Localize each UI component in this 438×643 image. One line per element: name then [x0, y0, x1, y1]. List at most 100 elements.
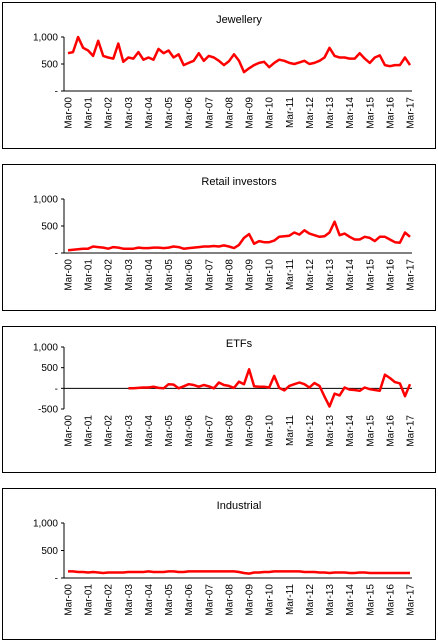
x-tick-label: Mar-04 — [144, 97, 155, 129]
x-tick-label: Mar-12 — [305, 97, 316, 129]
x-tick-label: Mar-12 — [305, 415, 316, 447]
y-tick-label: 1,000 — [33, 519, 58, 530]
y-tick-label: - — [55, 87, 58, 98]
x-tick-label: Mar-13 — [325, 584, 336, 616]
x-tick-label: Mar-17 — [406, 259, 417, 291]
x-tick-label: Mar-08 — [224, 97, 235, 129]
x-tick-label: Mar-10 — [265, 259, 276, 291]
y-tick-label: - — [55, 574, 58, 585]
x-tick-label: Mar-01 — [84, 584, 95, 616]
x-tick-label: Mar-08 — [224, 259, 235, 291]
chart-panel: Retail investors - 500 1,000 Mar-00 Mar-01 Mar… — [2, 164, 436, 311]
x-tick-label: Mar-17 — [406, 584, 417, 616]
data-line — [68, 570, 410, 575]
chart-panel: Jewellery - 500 1,000 Mar-00 Mar-01 Mar-02 Mar-… — [2, 2, 436, 149]
x-tick-label: Mar-11 — [285, 584, 296, 615]
chart-title: Industrial — [217, 500, 262, 512]
x-tick-label: Mar-07 — [204, 97, 215, 129]
y-tick-label: - — [55, 384, 58, 395]
x-tick-label: Mar-08 — [224, 415, 235, 447]
x-tick-label: Mar-09 — [245, 97, 256, 129]
panel-border — [2, 2, 436, 149]
x-tick-label: Mar-05 — [164, 97, 175, 129]
x-tick-label: Mar-15 — [365, 259, 376, 291]
y-tick-label: 500 — [41, 363, 58, 374]
x-tick-label: Mar-05 — [164, 584, 175, 616]
x-tick-label: Mar-10 — [265, 584, 276, 616]
x-tick-label: Mar-02 — [104, 415, 115, 447]
x-tick-label: Mar-05 — [164, 259, 175, 291]
x-tick-label: Mar-11 — [285, 415, 296, 446]
x-tick-label: Mar-08 — [224, 584, 235, 616]
data-line — [128, 368, 412, 408]
x-tick-label: Mar-14 — [345, 259, 356, 291]
x-tick-label: Mar-17 — [406, 97, 417, 129]
x-tick-label: Mar-13 — [325, 415, 336, 447]
y-tick-label: 500 — [41, 222, 58, 233]
panel-border — [2, 164, 436, 311]
x-tick-label: Mar-14 — [345, 415, 356, 447]
chart-title: ETFs — [226, 338, 253, 350]
x-tick-label: Mar-03 — [124, 97, 135, 129]
x-tick-label: Mar-00 — [64, 415, 75, 447]
x-tick-label: Mar-15 — [365, 584, 376, 616]
x-tick-label: Mar-03 — [124, 259, 135, 291]
data-line — [67, 220, 411, 252]
y-tick-label: 1,000 — [33, 343, 58, 354]
x-tick-label: Mar-17 — [406, 415, 417, 447]
x-tick-label: Mar-14 — [345, 97, 356, 129]
panel-border — [2, 326, 436, 473]
x-tick-label: Mar-16 — [385, 259, 396, 291]
x-tick-label: Mar-00 — [64, 259, 75, 291]
x-tick-label: Mar-06 — [184, 584, 195, 616]
x-tick-label: Mar-03 — [124, 415, 135, 447]
x-tick-label: Mar-12 — [305, 259, 316, 291]
y-tick-label: 1,000 — [33, 195, 58, 206]
x-tick-label: Mar-09 — [245, 415, 256, 447]
x-tick-label: Mar-06 — [184, 259, 195, 291]
x-tick-label: Mar-16 — [385, 584, 396, 616]
chart-panel: Industrial - 500 1,000 Mar-00 Mar-01 Mar-02 Mar… — [2, 488, 436, 640]
x-tick-label: Mar-07 — [204, 415, 215, 447]
x-tick-label: Mar-03 — [124, 584, 135, 616]
x-tick-label: Mar-13 — [325, 259, 336, 291]
x-tick-label: Mar-16 — [385, 97, 396, 129]
x-tick-label: Mar-14 — [345, 584, 356, 616]
panel-border — [2, 488, 436, 640]
x-tick-label: Mar-10 — [265, 415, 276, 447]
x-tick-label: Mar-01 — [84, 97, 95, 129]
x-tick-label: Mar-07 — [204, 259, 215, 291]
chart-title: Retail investors — [201, 176, 277, 188]
x-tick-label: Mar-02 — [104, 584, 115, 616]
y-tick-label: - — [55, 249, 58, 260]
x-tick-label: Mar-10 — [265, 97, 276, 129]
x-tick-label: Mar-16 — [385, 415, 396, 447]
x-tick-label: Mar-02 — [104, 259, 115, 291]
chart-title: Jewellery — [216, 14, 262, 26]
y-tick-label: 500 — [41, 60, 58, 71]
y-tick-label: -500 — [38, 405, 58, 416]
x-tick-label: Mar-06 — [184, 415, 195, 447]
x-tick-label: Mar-04 — [144, 415, 155, 447]
x-tick-label: Mar-12 — [305, 584, 316, 616]
x-tick-label: Mar-02 — [104, 97, 115, 129]
y-tick-label: 500 — [41, 546, 58, 557]
x-tick-label: Mar-11 — [285, 259, 296, 290]
x-tick-label: Mar-04 — [144, 259, 155, 291]
x-tick-label: Mar-15 — [365, 415, 376, 447]
x-tick-label: Mar-15 — [365, 97, 376, 129]
x-tick-label: Mar-09 — [245, 584, 256, 616]
x-tick-label: Mar-00 — [64, 584, 75, 616]
x-tick-label: Mar-01 — [84, 259, 95, 291]
x-tick-label: Mar-05 — [164, 415, 175, 447]
x-tick-label: Mar-04 — [144, 584, 155, 616]
data-line — [67, 35, 412, 74]
x-tick-label: Mar-00 — [64, 97, 75, 129]
x-tick-label: Mar-13 — [325, 97, 336, 129]
x-tick-label: Mar-07 — [204, 584, 215, 616]
x-tick-label: Mar-01 — [84, 415, 95, 447]
x-tick-label: Mar-09 — [245, 259, 256, 291]
y-tick-label: 1,000 — [33, 33, 58, 44]
